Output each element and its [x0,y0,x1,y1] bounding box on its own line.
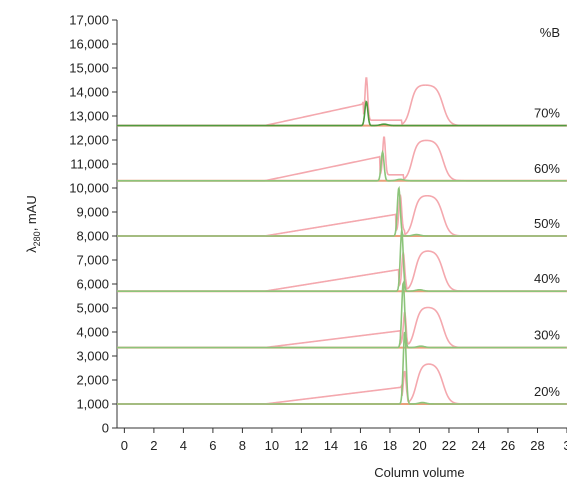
uv-trace [117,77,567,127]
x-axis-title: Column volume [374,465,464,477]
conductivity-trace [117,228,567,292]
y-tick-label: 3,000 [76,349,109,364]
y-tick-label: 12,000 [69,133,109,148]
series-label: 50% [534,216,560,231]
y-tick-label: 15,000 [69,61,109,76]
conductivity-trace [117,100,567,127]
y-tick-label: 4,000 [76,325,109,340]
legend-title: %B [540,25,560,40]
x-axis-tick-labels: 02468101214161820222426283 [121,438,567,453]
x-tick-label: 14 [324,438,338,453]
conductivity-trace [117,331,567,405]
x-tick-label: 22 [442,438,456,453]
uv-trace [117,194,567,237]
y-tick-label: 8,000 [76,229,109,244]
y-tick-label: 16,000 [69,37,109,52]
y-tick-label: 6,000 [76,277,109,292]
uv-trace [117,136,567,182]
y-tick-label: 0 [102,421,109,436]
y-tick-label: 7,000 [76,253,109,268]
chromatogram-traces [117,77,567,405]
series-label: 40% [534,271,560,286]
y-tick-label: 1,000 [76,397,109,412]
y-tick-label: 2,000 [76,373,109,388]
x-tick-label: 8 [239,438,246,453]
series-labels: 70% 60% 50% 40% 30% 20% [534,106,560,399]
x-tick-label: 20 [412,438,426,453]
x-tick-label: 0 [121,438,128,453]
x-tick-label: 18 [383,438,397,453]
uv-trace [117,306,567,349]
y-tick-label: 10,000 [69,181,109,196]
series-label: 60% [534,161,560,176]
series-label: 70% [534,106,560,121]
y-tick-label: 5,000 [76,301,109,316]
x-tick-label: 12 [294,438,308,453]
y-axis-title-tail: , mAU [24,195,39,231]
conductivity-trace [117,149,567,182]
y-axis-title: λ280, mAU [24,195,42,253]
x-tick-label: 10 [265,438,279,453]
y-tick-label: 14,000 [69,85,109,100]
x-tick-label: 28 [530,438,544,453]
series-label: 30% [534,328,560,343]
y-tick-label: 17,000 [69,13,109,28]
x-tick-label: 6 [209,438,216,453]
y-axis-title-sub: 280 [32,231,42,246]
y-tick-label: 9,000 [76,205,109,220]
x-tick-label: 4 [180,438,187,453]
x-tick-label: 3 [563,438,567,453]
x-tick-label: 2 [150,438,157,453]
conductivity-trace [117,185,567,237]
uv-trace [117,250,567,292]
x-tick-label: 24 [471,438,485,453]
y-axis-title-lambda: λ [24,246,39,253]
x-tick-label: 16 [353,438,367,453]
y-tick-label: 13,000 [69,109,109,124]
y-axis-tick-labels: 0 1,000 2,000 3,000 4,000 5,000 6,000 7,000 8,00… [69,13,109,436]
axis-ticks [112,19,567,433]
uv-trace [117,363,567,405]
conductivity-trace [117,280,567,349]
y-tick-label: 11,000 [70,157,109,172]
series-label: 20% [534,384,560,399]
x-tick-label: 26 [501,438,515,453]
